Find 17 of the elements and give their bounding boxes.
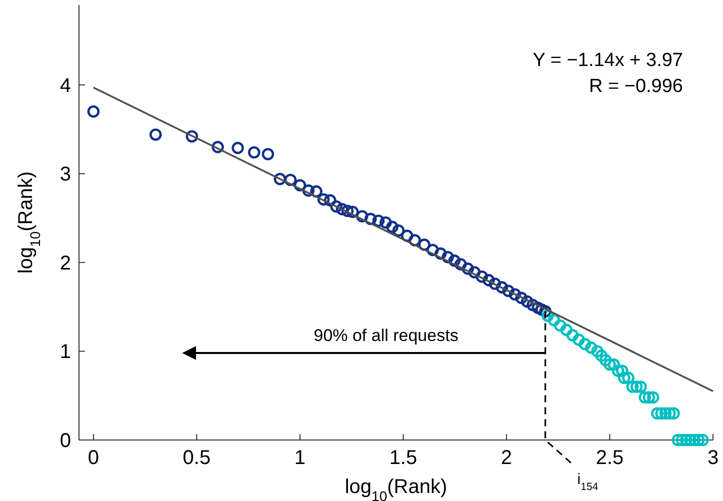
x-tick-label: 1.5 — [389, 447, 418, 469]
x-axis-title: log$_{10}$(Rank) — [344, 476, 448, 501]
x-tick-label: 0 — [88, 447, 100, 469]
annotation: i$_{154}$ — [577, 471, 598, 493]
y-tick-label: 4 — [60, 74, 71, 97]
annotation: R = −0.996 — [588, 76, 683, 97]
annotation: 90% of all requests — [314, 326, 458, 345]
annotation: Y = −1.14x + 3.97 — [532, 50, 683, 71]
x-tick-label: 2 — [500, 447, 512, 469]
x-tick-label: 0.5 — [182, 447, 211, 469]
y-tick-label: 2 — [60, 252, 71, 274]
y-tick-label: 1 — [60, 341, 71, 364]
x-tick-label: 2.5 — [596, 447, 624, 469]
x-tick-label: 3 — [707, 447, 719, 469]
y-tick-label: 3 — [60, 164, 71, 186]
x-tick-label: 1 — [294, 447, 306, 469]
y-tick-label: 0 — [60, 430, 71, 452]
